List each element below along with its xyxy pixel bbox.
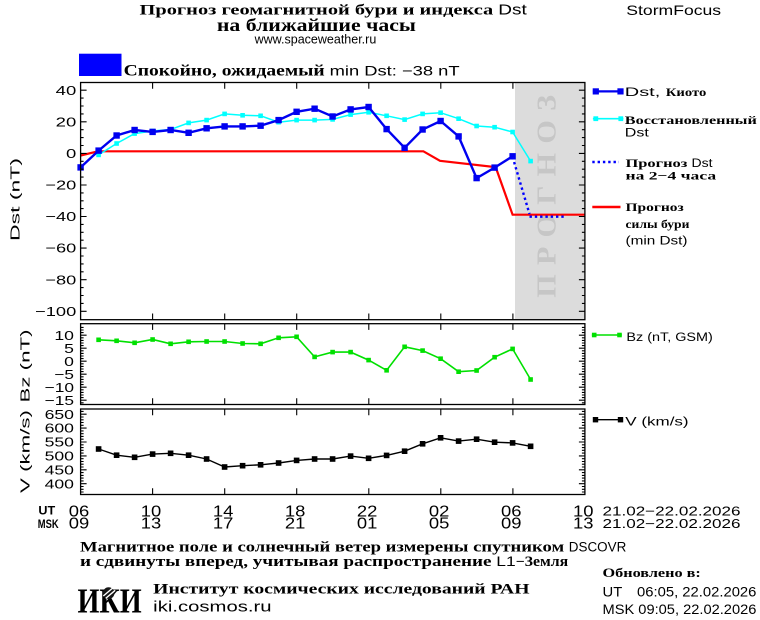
- svg-text:01: 01: [357, 515, 378, 532]
- svg-text:Институт космических исследова: Институт космических исследований РАН: [153, 582, 530, 598]
- svg-text:5: 5: [64, 341, 74, 356]
- svg-text:13: 13: [573, 515, 594, 532]
- svg-text:0: 0: [66, 146, 76, 161]
- svg-text:−40: −40: [45, 209, 76, 224]
- svg-text:Прогноз Dst: Прогноз Dst: [626, 156, 714, 170]
- svg-text:−100: −100: [35, 304, 76, 319]
- svg-text:и сдвинуты вперед, учитывая ра: и сдвинуты вперед, учитывая распростране…: [80, 554, 569, 570]
- svg-text:0: 0: [64, 354, 74, 369]
- svg-text:−15: −15: [45, 393, 74, 408]
- svg-text:650: 650: [45, 407, 74, 422]
- svg-text:06: 06: [69, 504, 90, 521]
- svg-text:400: 400: [45, 476, 74, 491]
- svg-text:−10: −10: [45, 380, 74, 395]
- svg-text:Dst, Киото: Dst, Киото: [625, 85, 707, 99]
- svg-text:05: 05: [429, 515, 450, 532]
- svg-text:Прогноз: Прогноз: [626, 200, 684, 214]
- svg-text:10: 10: [54, 328, 74, 343]
- svg-text:www.spaceweather.ru: www.spaceweather.ru: [254, 31, 377, 46]
- svg-text:06: 06: [501, 504, 522, 521]
- svg-text:−60: −60: [45, 241, 76, 256]
- svg-text:StormFocus: StormFocus: [626, 2, 721, 18]
- svg-text:UT 06:05, 22.02.2026: UT 06:05, 22.02.2026: [603, 585, 757, 600]
- svg-text:09: 09: [501, 515, 522, 532]
- svg-text:MSK: MSK: [38, 517, 59, 531]
- svg-text:ИКИ: ИКИ: [78, 581, 142, 620]
- svg-text:20: 20: [56, 114, 77, 129]
- svg-text:550: 550: [45, 435, 74, 450]
- svg-text:на 2−4 часа: на 2−4 часа: [626, 169, 717, 183]
- svg-text:Bz (nT): Bz (nT): [18, 330, 33, 403]
- svg-text:силы бури: силы бури: [626, 217, 690, 231]
- svg-text:−80: −80: [45, 272, 76, 287]
- svg-text:(min Dst): (min Dst): [626, 233, 688, 247]
- svg-text:UT: UT: [38, 504, 56, 518]
- svg-text:ПРОГНОЗ: ПРОГНОЗ: [531, 86, 562, 298]
- svg-text:Спокойно, ожидаемый min Dst: −: Спокойно, ожидаемый min Dst: −38 nT: [124, 63, 461, 80]
- svg-text:500: 500: [45, 449, 74, 464]
- svg-text:22: 22: [357, 504, 378, 521]
- svg-text:10: 10: [573, 504, 594, 521]
- svg-text:600: 600: [45, 421, 74, 436]
- svg-text:13: 13: [141, 515, 162, 532]
- svg-text:40: 40: [56, 83, 77, 98]
- svg-text:21.02−22.02.2026: 21.02−22.02.2026: [603, 504, 741, 519]
- svg-text:−5: −5: [54, 367, 74, 382]
- svg-text:Прогноз геомагнитной бури и ин: Прогноз геомагнитной бури и индекса Dst: [140, 3, 527, 19]
- svg-text:V (km/s): V (km/s): [18, 410, 33, 493]
- svg-text:17: 17: [213, 515, 234, 532]
- svg-text:14: 14: [213, 504, 234, 521]
- svg-text:Обновлено в:: Обновлено в:: [603, 566, 701, 580]
- svg-text:Магнитное поле и солнечный вет: Магнитное поле и солнечный ветер измерен…: [80, 540, 627, 556]
- svg-text:09: 09: [69, 515, 90, 532]
- svg-text:V (km/s): V (km/s): [625, 414, 688, 428]
- svg-text:21: 21: [285, 515, 306, 532]
- svg-text:−20: −20: [45, 178, 76, 193]
- svg-text:на ближайшие часы: на ближайшие часы: [217, 15, 416, 35]
- svg-text:Dst (nT): Dst (nT): [8, 158, 23, 241]
- svg-text:21.02−22.02.2026: 21.02−22.02.2026: [603, 516, 741, 531]
- svg-text:02: 02: [429, 504, 450, 521]
- svg-text:10: 10: [141, 504, 162, 521]
- svg-text:18: 18: [285, 504, 306, 521]
- svg-text:Dst: Dst: [625, 126, 650, 140]
- svg-text:MSK 09:05, 22.02.2026: MSK 09:05, 22.02.2026: [603, 602, 757, 617]
- svg-text:Bz (nT, GSM): Bz (nT, GSM): [626, 330, 712, 344]
- svg-text:iki.cosmos.ru: iki.cosmos.ru: [153, 600, 271, 616]
- svg-text:450: 450: [45, 462, 74, 477]
- svg-text:Восстановленный: Восстановленный: [625, 113, 757, 127]
